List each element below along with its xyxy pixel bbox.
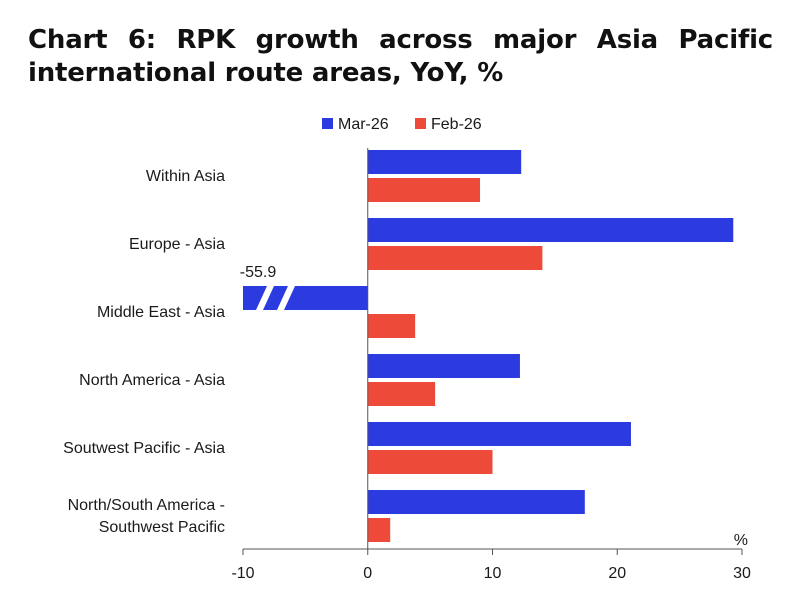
axis-break-mark-0 (256, 286, 274, 310)
annotations: -55.9 (240, 264, 277, 281)
category-label-0: Within Asia (146, 168, 225, 185)
truncated-value-label: -55.9 (240, 264, 277, 281)
chart-title: Chart 6: RPK growth across major Asia Pa… (28, 25, 773, 88)
bar-mar-26-3 (367, 354, 520, 378)
category-label-line: Southwest Pacific (99, 519, 225, 536)
x-tick-label-3: 20 (608, 565, 626, 582)
category-label-4: Soutwest Pacific - Asia (63, 440, 225, 457)
legend-label-feb-26: Feb-26 (431, 116, 482, 133)
category-label-line: North America - Asia (79, 372, 225, 389)
category-labels: Within Asia Europe - Asia Middle East - As… (63, 168, 225, 536)
x-tick-label-4: 30 (733, 565, 751, 582)
legend-swatch-feb-26 (415, 118, 426, 129)
bar-feb-26-3 (367, 382, 436, 406)
bar-mar-26-4 (367, 422, 631, 446)
axis-break-mark-1 (277, 286, 295, 310)
category-label-2: Middle East - Asia (97, 304, 225, 321)
x-axis: -10 0 10 20 30% (231, 148, 751, 582)
category-label-line: Soutwest Pacific - Asia (63, 440, 225, 457)
x-tick-label-0: -10 (231, 565, 254, 582)
bar-feb-26-2 (367, 314, 416, 338)
bar-feb-26-5 (367, 518, 391, 542)
bar-mar-26-5 (367, 490, 585, 514)
category-label-line: Middle East - Asia (97, 304, 225, 321)
bar-feb-26-0 (367, 178, 481, 202)
bar-feb-26-4 (367, 450, 493, 474)
bar-mar-26-1 (367, 218, 734, 242)
legend-swatch-mar-26 (322, 118, 333, 129)
category-label-5: North/South America - Southwest Pacific (68, 497, 225, 536)
x-tick-label-1: 0 (363, 565, 372, 582)
axis-unit-label: % (734, 532, 748, 549)
category-label-line: Europe - Asia (129, 236, 225, 253)
x-tick-label-2: 10 (484, 565, 502, 582)
category-label-line: North/South America - (68, 497, 225, 514)
chart-legend: Mar-26 Feb-26 (322, 116, 482, 133)
bar-feb-26-1 (367, 246, 543, 270)
category-label-line: Within Asia (146, 168, 225, 185)
legend-label-mar-26: Mar-26 (338, 116, 389, 133)
category-label-3: North America - Asia (79, 372, 225, 389)
bars-group (243, 150, 734, 542)
bar-mar-26-0 (367, 150, 522, 174)
category-label-1: Europe - Asia (129, 236, 225, 253)
